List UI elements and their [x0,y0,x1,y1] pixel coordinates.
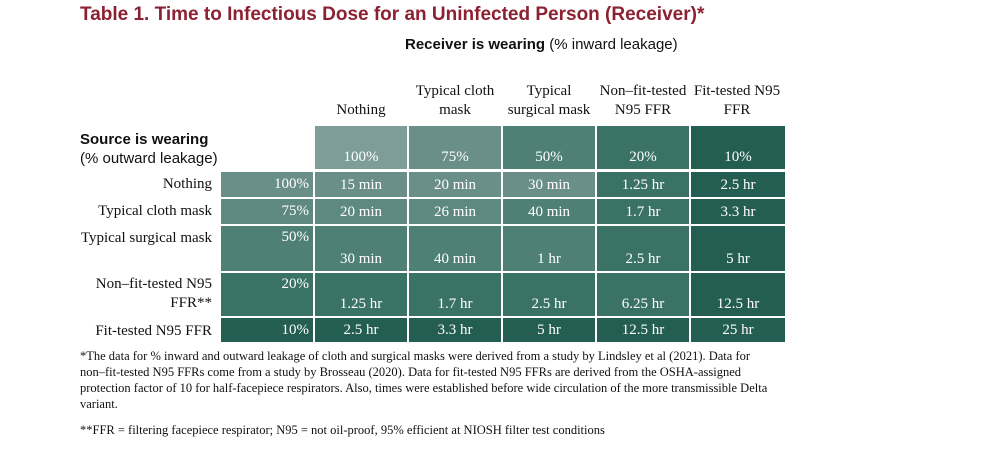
table-title: Table 1. Time to Infectious Dose for an … [80,4,705,25]
table-cell: 26 min [409,199,501,224]
row-label-surgical: Typical surgical mask [80,230,212,246]
row-pct-non-fit-n95: 20% [221,273,313,316]
table-cell: 6.25 hr [597,273,689,316]
table-cell: 1.7 hr [597,199,689,224]
column-pct-non-fit-n95: 20% [597,126,689,169]
table-cell: 2.5 hr [691,172,785,197]
table-cell: 12.5 hr [597,318,689,342]
table-cell: 5 hr [691,226,785,271]
column-pct-nothing: 100% [315,126,407,169]
column-pct-surgical: 50% [503,126,595,169]
row-label-fit-n95: Fit-tested N95 FFR [95,323,212,339]
table-cell: 15 min [315,172,407,197]
table-cell: 2.5 hr [597,226,689,271]
table-cell: 1.7 hr [409,273,501,316]
row-pct-fit-n95: 10% [221,318,313,342]
column-header-surgical: Typical surgical mask [507,83,591,118]
table-cell: 40 min [409,226,501,271]
footnote-abbreviations: **FFR = filtering facepiece respirator; … [80,423,605,437]
column-header-cloth: Typical cloth mask [415,83,495,118]
row-label-non-fit-n95: Non–fit-tested N95 FFR** [95,276,212,311]
table-cell: 40 min [503,199,595,224]
table-cell: 2.5 hr [503,273,595,316]
source-header: Source is wearing (% outward leakage) [80,130,218,168]
table-cell: 1 hr [503,226,595,271]
column-header-non-fit-n95: Non–fit-tested N95 FFR [599,83,687,118]
table-cell: 12.5 hr [691,273,785,316]
column-header-nothing: Nothing [336,102,386,118]
receiver-header-note: (% inward leakage) [549,36,678,53]
row-pct-cloth: 75% [221,199,313,224]
receiver-header-bold: Receiver is wearing [405,36,546,53]
table-cell: 1.25 hr [597,172,689,197]
row-label-nothing: Nothing [162,176,212,192]
receiver-header: Receiver is wearing (% inward leakage) [405,36,678,53]
table-cell: 2.5 hr [315,318,407,342]
source-header-bold: Source is wearing [80,131,209,148]
table-cell: 30 min [315,226,407,271]
row-label-cloth: Typical cloth mask [98,203,212,219]
table-cell: 20 min [315,199,407,224]
footnote-data-sources: *The data for % inward and outward leaka… [80,349,768,411]
table-cell: 20 min [409,172,501,197]
column-pct-cloth: 75% [409,126,501,169]
source-header-note: (% outward leakage) [80,150,218,167]
table-cell: 1.25 hr [315,273,407,316]
row-pct-surgical: 50% [221,226,313,271]
column-pct-fit-n95: 10% [691,126,785,169]
column-header-fit-n95: Fit-tested N95 FFR [693,83,781,118]
table-cell: 30 min [503,172,595,197]
table-cell: 3.3 hr [409,318,501,342]
table-cell: 3.3 hr [691,199,785,224]
table-cell: 5 hr [503,318,595,342]
row-pct-nothing: 100% [221,172,313,197]
table-cell: 25 hr [691,318,785,342]
